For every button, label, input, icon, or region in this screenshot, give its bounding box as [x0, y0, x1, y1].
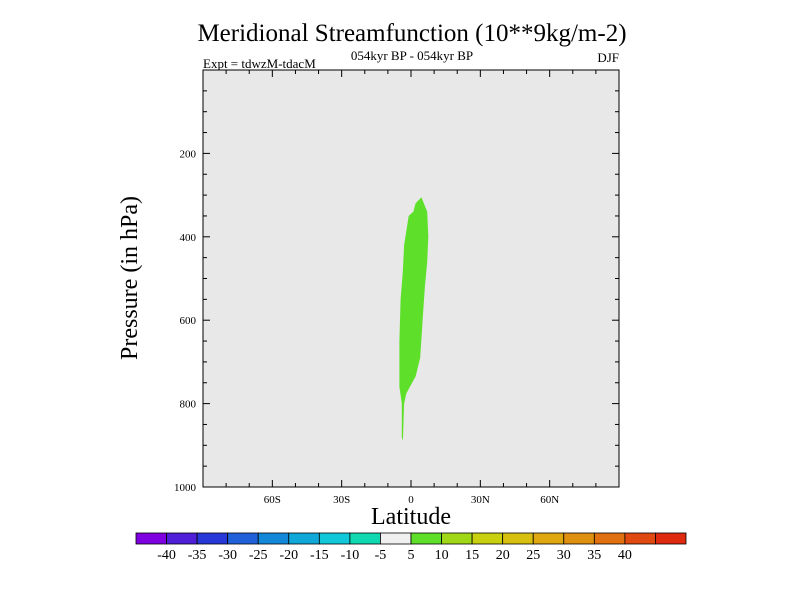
colorbar-swatch [410, 532, 442, 545]
colorbar-swatch [655, 532, 687, 545]
colorbar-swatch [532, 532, 565, 545]
colorbar-swatch [349, 532, 381, 545]
colorbar-label: -10 [341, 548, 360, 563]
colorbar-label: -5 [375, 548, 387, 563]
x-axis-label: Latitude [371, 504, 451, 530]
chart-title: Meridional Streamfunction (10**9kg/m-2) [197, 20, 626, 47]
colorbar-label: 40 [618, 548, 632, 563]
colorbar-label: 15 [465, 548, 479, 563]
y-axis-ticks: 200 400 600 800 1000 [174, 90, 619, 494]
colorbar-label: -15 [310, 548, 329, 563]
colorbar-label: -30 [218, 548, 237, 563]
colorbar-swatch [593, 532, 626, 545]
y-tick-label: 600 [180, 315, 197, 327]
colorbar-swatch [318, 532, 351, 545]
colorbar-label: -20 [279, 548, 298, 563]
chart-subtitle-center: 054kyr BP - 054kyr BP [351, 48, 473, 63]
colorbar-swatch [380, 532, 412, 545]
y-tick-label: 200 [180, 148, 197, 160]
y-tick-label: 1000 [174, 482, 197, 494]
x-tick-label: 0 [408, 494, 414, 506]
colorbar-label: 25 [526, 548, 540, 563]
colorbar-swatch [624, 532, 656, 545]
contour-region-0 [399, 197, 429, 442]
chart-subtitle-right: DJF [597, 50, 619, 65]
y-tick-label: 400 [180, 232, 197, 244]
colorbar-swatch [288, 532, 320, 545]
colorbar-label: -40 [157, 548, 176, 563]
colorbar-swatch [441, 532, 473, 545]
colorbar-label: 20 [496, 548, 510, 563]
x-tick-label: 30S [333, 494, 350, 506]
y-axis-label: Pressure (in hPa) [117, 196, 143, 360]
colorbar-label: 35 [587, 548, 601, 563]
colorbar-label: -25 [249, 548, 268, 563]
colorbar-swatch [166, 532, 198, 545]
x-axis-ticks: 60S 30S 0 30N 60N [225, 70, 597, 506]
colorbar-label: -35 [188, 548, 207, 563]
colorbar-swatch [257, 532, 290, 545]
colorbar-swatch [471, 532, 504, 545]
contour-layer [399, 197, 429, 442]
x-tick-label: 30N [471, 494, 490, 506]
x-tick-label: 60S [264, 494, 281, 506]
colorbar-label: 30 [557, 548, 571, 563]
colorbar: -40 -35 -30 -25 -20 -15 -10 -5 5 10 15 20 25 30 35 40 [135, 532, 687, 563]
colorbar-label: 5 [408, 548, 415, 563]
colorbar-swatch [196, 532, 229, 545]
colorbar-label: 10 [435, 548, 449, 563]
colorbar-swatch [563, 532, 595, 545]
colorbar-swatch [502, 532, 534, 545]
colorbar-swatch [135, 532, 167, 545]
x-tick-label: 60N [540, 494, 559, 506]
chart-subtitle-left: Expt = tdwzM-tdacM [203, 56, 316, 71]
colorbar-swatch [227, 532, 259, 545]
y-tick-label: 800 [180, 399, 197, 411]
